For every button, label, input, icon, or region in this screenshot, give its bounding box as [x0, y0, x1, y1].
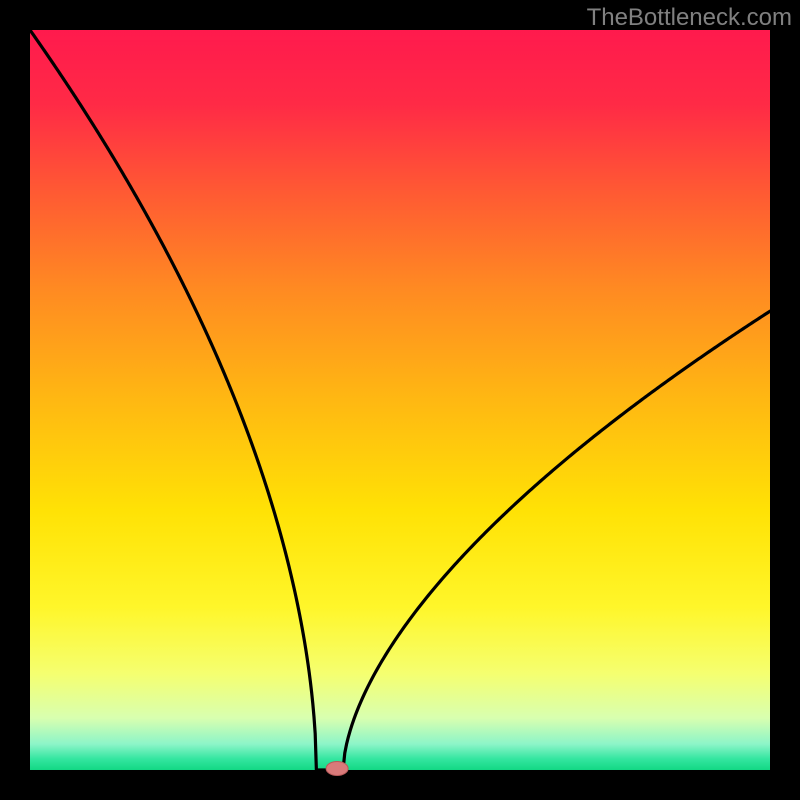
current-config-marker [326, 762, 348, 776]
chart-background [30, 30, 770, 770]
bottleneck-chart [0, 0, 800, 800]
watermark-text: TheBottleneck.com [587, 4, 792, 32]
